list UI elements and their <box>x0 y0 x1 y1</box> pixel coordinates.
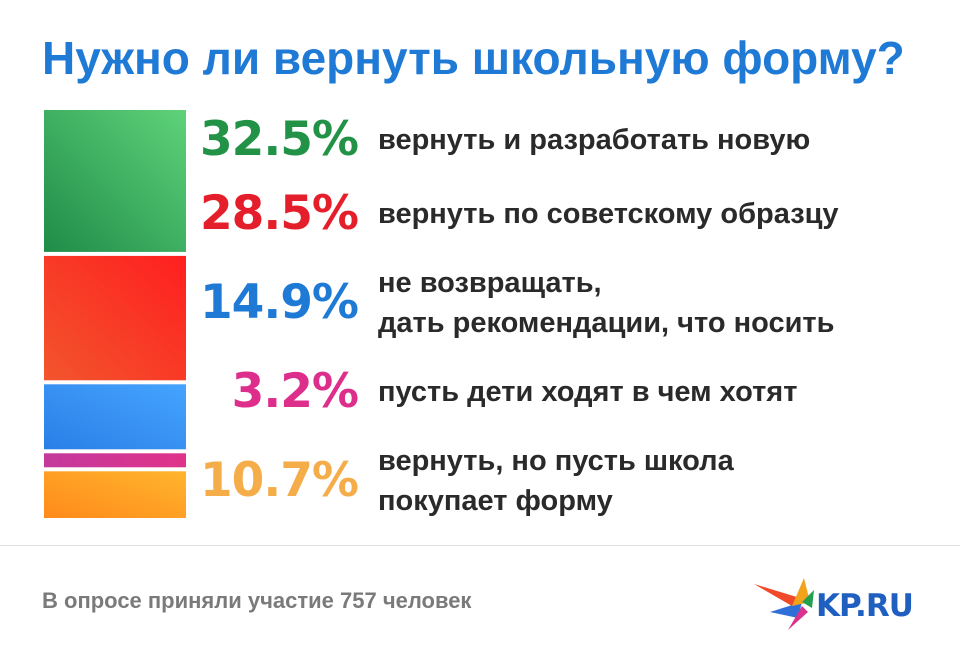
percentage-label: 10.7% <box>199 453 359 508</box>
chart-title: Нужно ли вернуть школьную форму? <box>42 32 905 84</box>
answer-label-line: не возвращать, <box>378 267 602 299</box>
answer-label-line: пусть дети ходят в чем хотят <box>378 376 798 408</box>
answer-label: вернуть и разработать новую <box>378 120 810 160</box>
percentage-label: 14.9% <box>199 275 359 330</box>
legend-row: 32.5% вернуть и разработать новую <box>190 114 950 166</box>
legend-row: 10.7% вернуть, но пусть школа покупает фор… <box>190 436 950 526</box>
percentage-label: 28.5% <box>199 186 359 241</box>
answer-label-line: покупает форму <box>378 485 613 517</box>
percentage-label: 3.2% <box>231 364 359 419</box>
bar-segment-2 <box>44 255 186 381</box>
answer-label: вернуть, но пусть школа покупает форму <box>378 441 734 521</box>
footer-divider <box>0 545 960 546</box>
answer-label: не возвращать, дать рекомендации, что нос… <box>378 263 834 343</box>
bar-segment-5 <box>44 471 186 518</box>
answer-label-line: вернуть по советскому образцу <box>378 198 839 230</box>
answer-label: пусть дети ходят в чем хотят <box>378 372 797 412</box>
bar-segment-3 <box>44 384 186 450</box>
legend-row: 14.9% не возвращать, дать рекомендации, чт… <box>190 258 950 348</box>
answer-label: вернуть по советскому образцу <box>378 194 839 234</box>
bar-segment-1 <box>44 110 186 252</box>
answer-label-line: вернуть и разработать новую <box>378 124 811 156</box>
legend-row: 28.5% вернуть по советскому образцу <box>190 188 950 240</box>
answer-label-line: вернуть, но пусть школа <box>378 445 734 477</box>
legend-row: 3.2% пусть дети ходят в чем хотят <box>190 366 950 418</box>
survey-footnote: В опросе приняли участие 757 человек <box>42 588 472 613</box>
percentage-label: 32.5% <box>199 112 359 167</box>
bar-segment-4 <box>44 453 186 468</box>
brand-logo-text: KP.RU <box>816 588 914 624</box>
kp-logo-icon <box>754 578 814 630</box>
answer-label-line: дать рекомендации, что носить <box>378 307 835 339</box>
